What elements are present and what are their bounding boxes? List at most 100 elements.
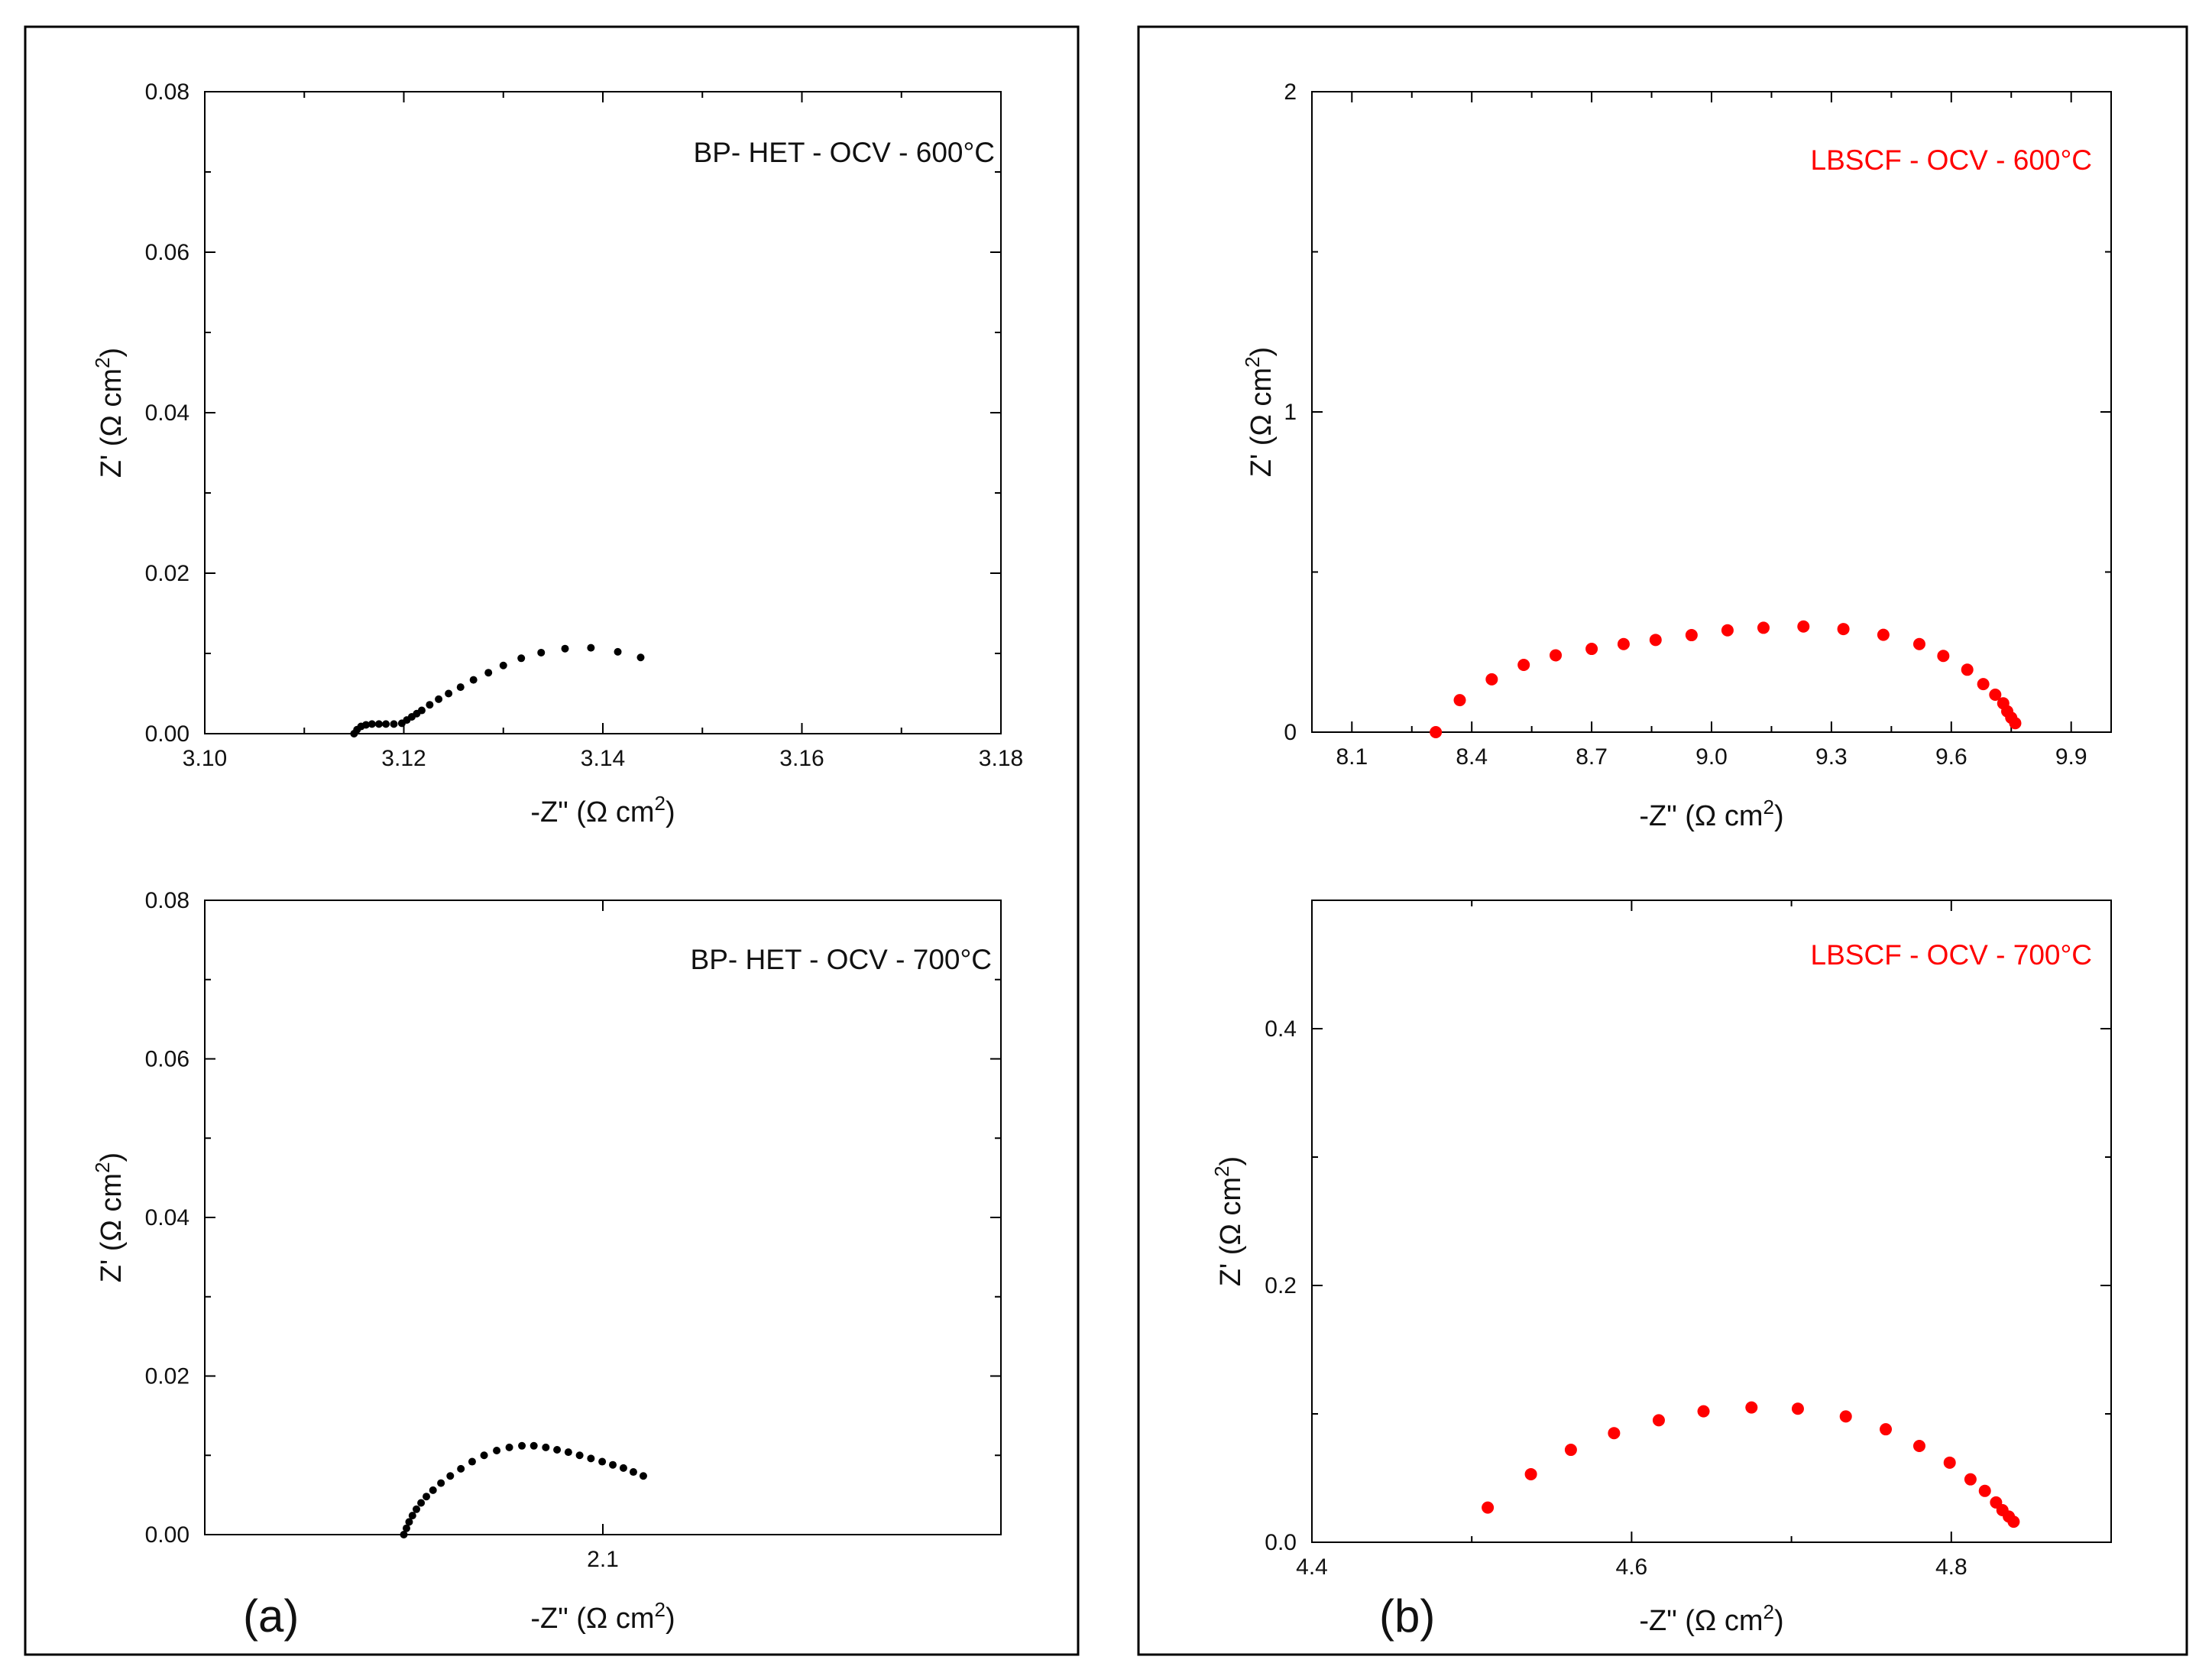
chart-lbscf-700: 4.4 4.6 4.8 0.0 0.2 0.4 -Z" (Ω cm2) Z' (Ω cm2) L… [1210, 900, 2112, 1637]
data-point [636, 653, 645, 662]
data-point [405, 1518, 413, 1526]
y-tick-label: 0.08 [145, 79, 189, 105]
data-point [1757, 621, 1770, 634]
data-point [609, 1460, 617, 1469]
x-axis-label: -Z" (Ω cm2) [1639, 1600, 1783, 1637]
data-point [446, 1472, 455, 1480]
data-point [1721, 624, 1734, 637]
data-point [1745, 1401, 1758, 1414]
data-point [1649, 634, 1662, 647]
x-tick-label: 8.4 [1456, 744, 1488, 770]
data-point [426, 701, 434, 709]
panel-a-label: (a) [243, 1590, 299, 1642]
data-point [1880, 1423, 1893, 1436]
data-point [493, 1447, 501, 1455]
data-point [1482, 1501, 1495, 1514]
data-point [362, 721, 371, 729]
y-tick-label: 0.04 [145, 400, 189, 426]
x-axis-label: -Z" (Ω cm2) [530, 792, 675, 828]
y-tick-label: 0.0 [1265, 1530, 1297, 1555]
chart-annotation: BP- HET - OCV - 600°C [694, 137, 995, 168]
y-tick-label: 1 [1284, 400, 1297, 425]
y-tick-label: 0 [1284, 720, 1297, 745]
data-point [614, 647, 622, 656]
data-point [1912, 637, 1925, 650]
data-point [598, 1457, 607, 1466]
data-point [1485, 673, 1498, 686]
y-tick-label: 2 [1284, 79, 1297, 105]
data-point [639, 1472, 647, 1480]
data-point [1608, 1427, 1621, 1440]
panel-a-frame [24, 25, 1080, 1656]
x-axis-label: -Z" (Ω cm2) [1639, 796, 1783, 832]
data-point [456, 683, 465, 692]
data-point [530, 1441, 538, 1450]
plot-frame [1311, 91, 2112, 733]
y-tick-label: 0.02 [145, 1364, 189, 1389]
x-tick-label: 3.10 [183, 746, 227, 771]
chart-lbscf-600: 8.1 8.4 8.7 9.0 9.3 9.6 9.9 0 1 2 -Z" (Ω cm2) Z' (Ω… [1241, 79, 2112, 832]
data-point [499, 661, 507, 669]
y-tick-label: 0.02 [145, 561, 189, 586]
data-point [1961, 663, 1974, 676]
data-point [368, 720, 376, 728]
data-point [417, 1499, 426, 1507]
data-point [505, 1443, 513, 1451]
x-tick-label: 4.4 [1296, 1554, 1328, 1580]
plot-frame [204, 900, 1002, 1535]
x-tick-label: 3.12 [381, 746, 426, 771]
data-point [412, 1505, 420, 1513]
data-point [402, 1524, 410, 1532]
y-axis-label: Z' (Ω cm2) [91, 348, 128, 478]
data-point [429, 1486, 437, 1494]
data-point [457, 1464, 465, 1473]
data-point [1652, 1414, 1665, 1427]
data-point [587, 1454, 595, 1463]
y-tick-label: 0.00 [145, 721, 189, 747]
data-point [1877, 628, 1890, 641]
data-point [575, 1451, 584, 1460]
x-tick-label: 4.8 [1935, 1554, 1967, 1580]
data-point [1837, 623, 1850, 636]
data-point [1797, 620, 1810, 633]
x-tick-label: 8.1 [1336, 744, 1368, 770]
data-point [1978, 1484, 1991, 1497]
chart-annotation: LBSCF - OCV - 700°C [1811, 939, 2092, 971]
x-tick-label: 3.18 [979, 746, 1023, 771]
data-point [400, 1531, 408, 1538]
data-point [437, 1479, 445, 1487]
data-point [1937, 650, 1950, 663]
y-tick-label: 0.2 [1265, 1273, 1297, 1298]
data-point [1517, 659, 1530, 672]
data-point [587, 643, 595, 652]
data-point [435, 695, 443, 703]
data-point [553, 1445, 562, 1454]
data-point [629, 1468, 637, 1477]
data-point [382, 720, 390, 728]
x-tick-label: 9.0 [1695, 744, 1728, 770]
data-point [1964, 1473, 1977, 1486]
chart-bp-het-600: 3.10 3.12 3.14 3.16 3.18 0.00 0.02 0.04 0.06 0.08… [91, 79, 1023, 828]
data-point [374, 720, 383, 728]
x-tick-label: 9.6 [1935, 744, 1967, 770]
data-point [1912, 1440, 1925, 1452]
y-tick-label: 0.4 [1265, 1016, 1297, 1042]
data-point [518, 1441, 526, 1450]
data-point [517, 654, 526, 663]
data-point [1989, 688, 2002, 701]
data-point [417, 706, 426, 715]
plot-frame [1311, 900, 2112, 1543]
data-point [1524, 1467, 1537, 1480]
data-point [423, 1493, 431, 1501]
data-point [1943, 1456, 1956, 1469]
data-point [468, 1457, 476, 1466]
y-tick-label: 0.08 [145, 888, 189, 913]
plot-frame [204, 91, 1002, 734]
data-point [1564, 1444, 1577, 1457]
data-point [2009, 717, 2022, 730]
data-point [1550, 649, 1563, 662]
data-point [480, 1451, 488, 1460]
y-tick-label: 0.00 [145, 1522, 189, 1548]
panel-b-frame [1137, 25, 2188, 1656]
data-point [1685, 629, 1698, 642]
